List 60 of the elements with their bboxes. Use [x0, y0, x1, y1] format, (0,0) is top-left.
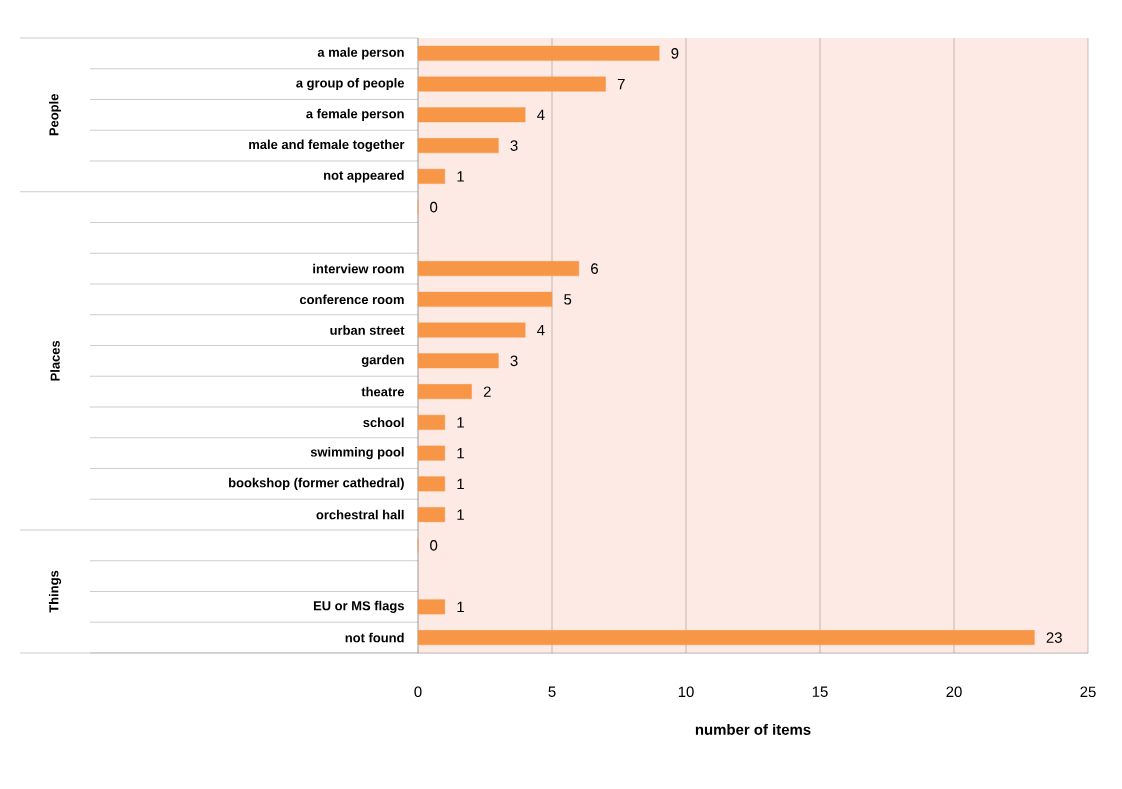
y-tick-label: a group of people — [296, 78, 405, 91]
bar — [417, 414, 446, 430]
bar — [417, 599, 446, 615]
data-label: 0 — [430, 540, 438, 551]
bar — [417, 322, 526, 338]
bar — [417, 76, 606, 92]
x-tick-label: 20 — [946, 686, 962, 698]
data-label: 4 — [537, 109, 545, 121]
bar — [417, 261, 580, 277]
x-axis-title: number of items — [695, 723, 811, 735]
y-tick-label: swimming pool — [310, 447, 404, 460]
y-tick-label: a female person — [306, 108, 404, 121]
data-label: 2 — [483, 386, 491, 397]
data-label: 23 — [1046, 632, 1062, 643]
y-tick-label: orchestral hall — [316, 509, 404, 520]
y-tick-label: garden — [361, 354, 404, 367]
bar — [417, 507, 446, 523]
text: Things — [48, 570, 62, 613]
bar — [417, 630, 1035, 646]
y-tick-label: theatre — [361, 386, 405, 397]
bar — [417, 476, 446, 492]
data-label: 5 — [564, 294, 572, 305]
data-label: 0 — [430, 201, 438, 213]
data-label: 4 — [537, 324, 545, 336]
y-tick-label: not appeared — [324, 170, 404, 183]
bar — [417, 353, 499, 369]
x-tick-label: 5 — [548, 686, 556, 697]
data-label: 9 — [671, 48, 679, 59]
bar — [417, 291, 553, 307]
y-tick-label: not found — [345, 632, 404, 643]
bar — [417, 138, 499, 154]
bar — [417, 45, 660, 61]
x-tick-label: 15 — [812, 686, 828, 697]
data-label: 6 — [591, 263, 598, 274]
data-label: 7 — [617, 78, 625, 90]
y-tick-label: a male person — [317, 47, 404, 60]
data-label: 1 — [457, 171, 464, 182]
data-label: 1 — [457, 509, 464, 520]
data-label: 1 — [457, 478, 464, 490]
x-tick-label: 10 — [678, 686, 694, 698]
text: People — [48, 94, 62, 136]
data-label: 3 — [510, 140, 518, 151]
y-tick-label: school — [363, 417, 404, 428]
data-label: 1 — [457, 447, 464, 459]
text: Places — [50, 340, 60, 381]
x-tick-label: 25 — [1080, 686, 1096, 698]
y-tick-label: EU or MS flags — [313, 600, 404, 613]
data-label: 1 — [457, 601, 464, 613]
bar — [417, 445, 446, 461]
data-label: 1 — [457, 417, 464, 428]
y-tick-label: conference room — [299, 294, 404, 305]
y-tick-label: interview room — [313, 263, 404, 274]
y-tick-label: male and female together — [249, 139, 405, 152]
x-tick-label: 0 — [414, 686, 422, 698]
data-label: 3 — [510, 355, 518, 367]
bar — [417, 384, 472, 400]
y-tick-label: bookshop (former cathedral) — [229, 477, 404, 490]
bar — [417, 107, 526, 123]
bar — [417, 168, 446, 184]
y-tick-label: urban street — [330, 325, 405, 335]
